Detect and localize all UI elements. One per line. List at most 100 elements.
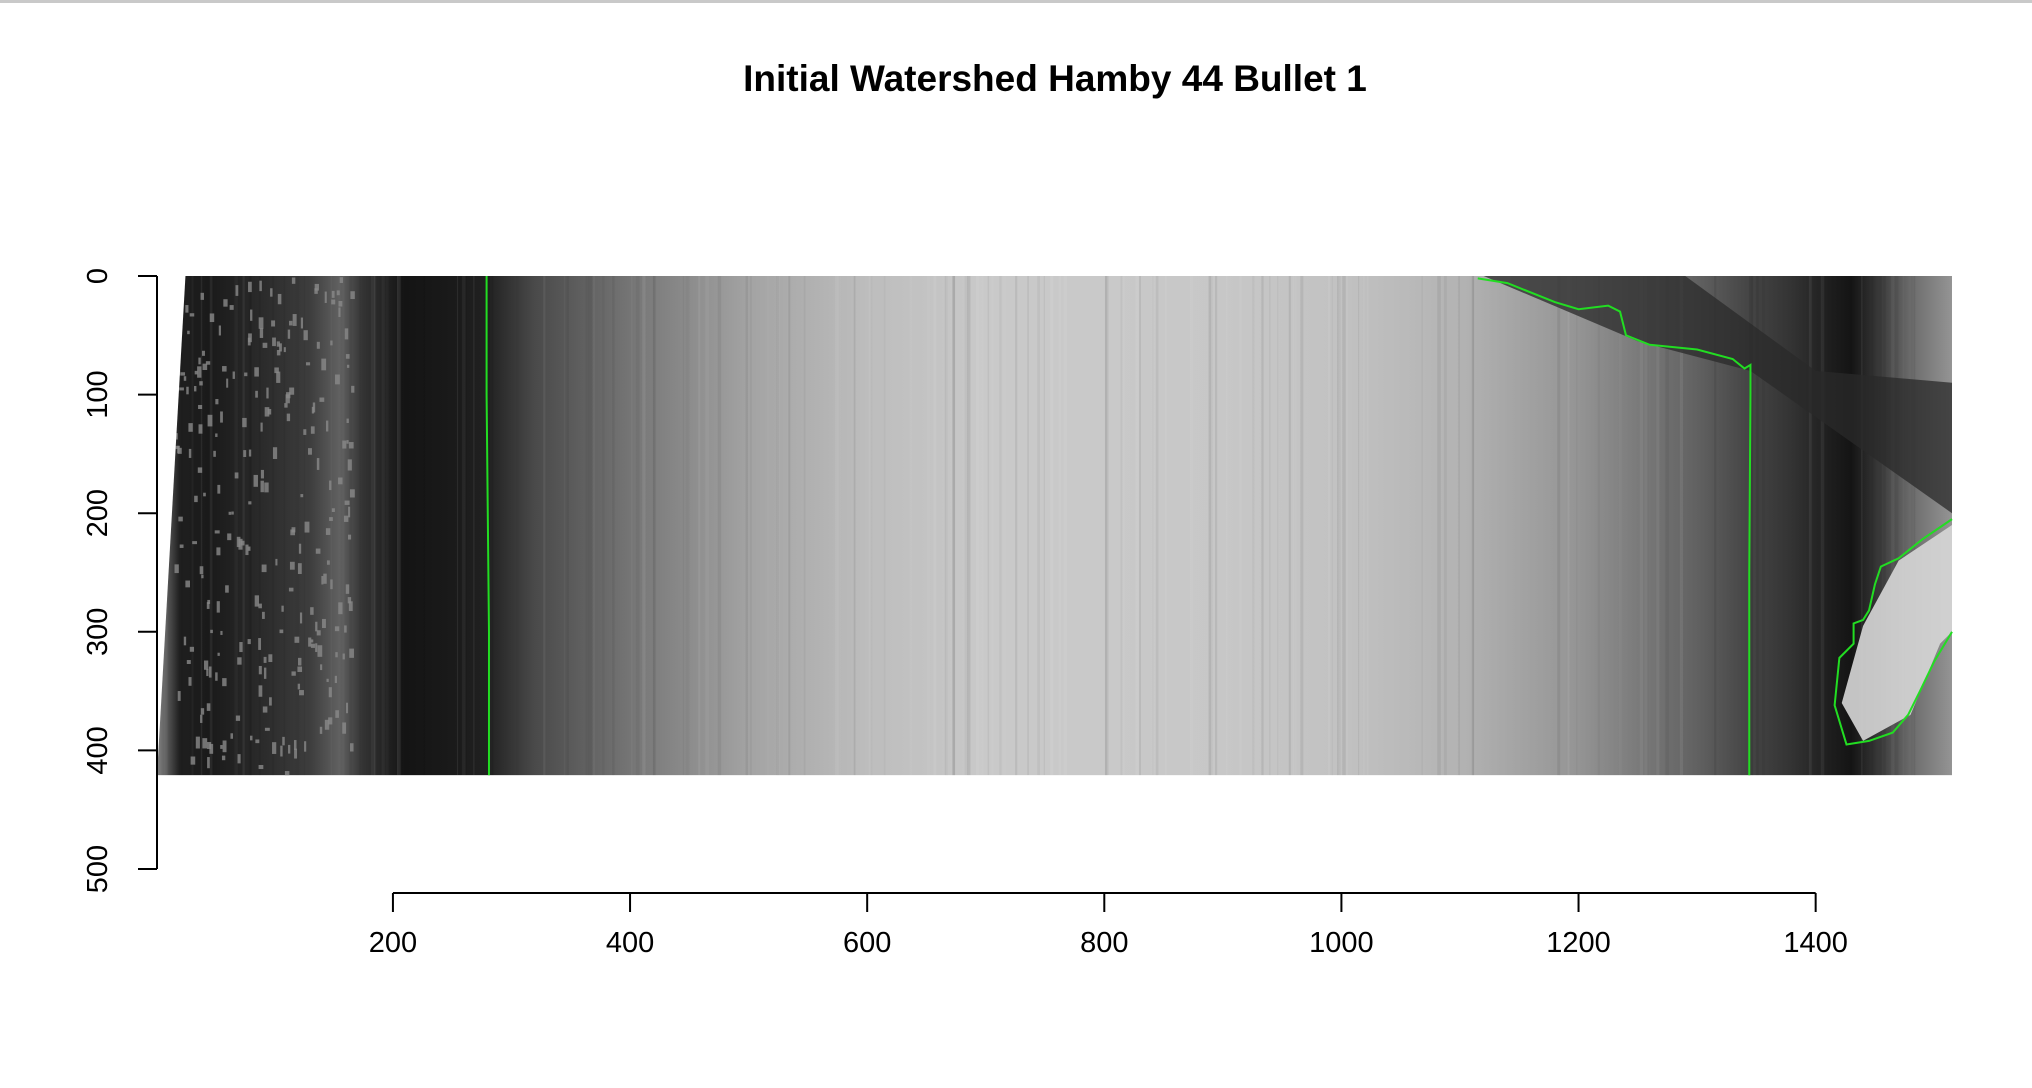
- x-tick-label: 400: [606, 927, 654, 959]
- speckle-mark: [183, 636, 187, 646]
- striation-mark: [248, 276, 251, 776]
- striation-mark: [868, 276, 873, 776]
- speckle-mark: [298, 543, 302, 554]
- speckle-mark: [255, 739, 260, 744]
- speckle-mark: [258, 665, 262, 675]
- speckle-mark: [264, 407, 270, 417]
- speckle-mark: [238, 538, 243, 550]
- striation-mark: [462, 276, 466, 776]
- speckle-mark: [239, 642, 243, 653]
- speckle-mark: [258, 638, 262, 650]
- speckle-mark: [260, 422, 263, 432]
- x-tick-label: 1000: [1309, 927, 1374, 959]
- striation-mark: [933, 276, 937, 776]
- striation-mark: [1639, 276, 1644, 776]
- speckle-mark: [264, 727, 270, 731]
- speckle-mark: [218, 325, 221, 336]
- speckle-mark: [308, 448, 312, 455]
- speckle-mark: [291, 671, 296, 676]
- striation-mark: [1751, 276, 1754, 776]
- speckle-mark: [347, 597, 352, 604]
- speckle-mark: [189, 646, 195, 652]
- speckle-mark: [287, 329, 291, 339]
- striation-mark: [1155, 276, 1159, 776]
- striation-mark: [1647, 276, 1649, 776]
- speckle-mark: [294, 636, 300, 643]
- striation-mark: [631, 276, 633, 775]
- striation-mark: [909, 276, 913, 776]
- speckle-mark: [297, 666, 303, 672]
- striation-mark: [987, 276, 990, 776]
- y-tick-label: 100: [82, 370, 114, 418]
- speckle-mark: [319, 397, 325, 402]
- speckle-mark: [331, 290, 335, 298]
- speckle-mark: [336, 290, 340, 296]
- speckle-mark: [267, 408, 272, 415]
- speckle-mark: [243, 450, 247, 458]
- speckle-mark: [200, 708, 205, 715]
- speckle-mark: [303, 429, 307, 435]
- speckle-mark: [177, 445, 180, 454]
- striation-mark: [1714, 276, 1717, 776]
- speckle-mark: [343, 515, 349, 522]
- speckle-mark: [253, 474, 258, 487]
- speckle-mark: [326, 560, 330, 565]
- speckle-mark: [324, 291, 327, 303]
- striation-mark: [349, 276, 352, 776]
- speckle-mark: [277, 293, 282, 305]
- speckle-mark: [198, 404, 203, 410]
- speckle-mark: [334, 675, 337, 684]
- speckle-mark: [213, 450, 216, 457]
- striation-mark: [401, 276, 403, 775]
- speckle-mark: [179, 544, 184, 548]
- striation-mark: [1883, 276, 1887, 776]
- speckle-mark: [328, 687, 332, 698]
- x-tick-label: 600: [843, 927, 891, 959]
- speckle-mark: [206, 668, 209, 677]
- speckle-mark: [289, 387, 295, 395]
- striation-mark: [1755, 276, 1759, 776]
- striation-mark: [991, 276, 994, 776]
- striation-mark: [1557, 276, 1561, 776]
- striation-mark: [1337, 276, 1341, 775]
- striation-mark: [592, 276, 596, 776]
- striation-mark: [473, 276, 475, 776]
- speckle-mark: [284, 403, 288, 408]
- striation-mark: [999, 276, 1001, 775]
- speckle-mark: [320, 664, 323, 671]
- speckle-mark: [237, 657, 242, 665]
- striation-mark: [235, 276, 238, 775]
- speckle-mark: [315, 548, 321, 554]
- speckle-mark: [342, 440, 347, 449]
- speckle-mark: [288, 744, 291, 754]
- speckle-mark: [198, 424, 203, 434]
- y-tick-label: 500: [82, 845, 114, 893]
- striation-mark: [1138, 276, 1141, 776]
- speckle-mark: [349, 648, 354, 658]
- striation-mark: [1337, 276, 1339, 776]
- speckle-mark: [226, 378, 229, 388]
- striation-mark: [1294, 276, 1296, 775]
- striation-mark: [1003, 276, 1006, 775]
- striation-mark: [543, 276, 546, 776]
- speckle-mark: [207, 741, 212, 750]
- striation-mark: [975, 276, 980, 776]
- speckle-mark: [235, 715, 241, 721]
- speckle-mark: [244, 372, 248, 377]
- speckle-mark: [192, 541, 198, 545]
- striation-mark: [927, 276, 930, 775]
- speckle-mark: [314, 288, 318, 294]
- y-axis: 0 100 200 300 400 500: [82, 268, 158, 893]
- striation-mark: [1421, 276, 1423, 776]
- speckle-mark: [294, 748, 298, 759]
- speckle-mark: [311, 406, 315, 414]
- speckle-mark: [199, 566, 204, 575]
- speckle-mark: [188, 677, 192, 686]
- striation-mark: [200, 276, 203, 776]
- speckle-mark: [197, 366, 202, 378]
- speckle-mark: [331, 508, 335, 513]
- speckle-mark: [248, 281, 252, 293]
- striation-mark: [1288, 276, 1291, 776]
- striation-mark: [602, 276, 604, 775]
- dark-edge-region: [1483, 276, 1952, 514]
